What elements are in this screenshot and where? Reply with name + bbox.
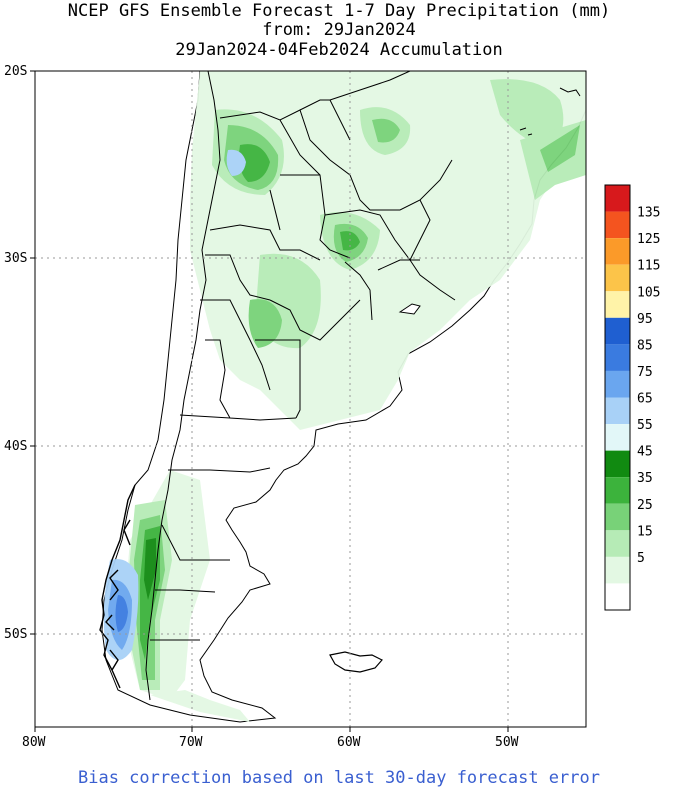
legend-label: 45 xyxy=(637,445,653,460)
legend-swatch xyxy=(605,211,630,239)
color-legend: 135 125 115 105 95 85 75 65 55 45 35 25 15 5 xyxy=(604,184,660,611)
lat-label-50s: 50S xyxy=(4,627,27,642)
legend-swatch xyxy=(605,503,630,531)
legend-label: 105 xyxy=(637,285,660,300)
legend-swatch xyxy=(605,344,630,371)
country-borders xyxy=(145,71,456,701)
plot-frame xyxy=(34,70,587,728)
legend-swatch xyxy=(605,264,630,292)
lon-label-70w: 70W xyxy=(179,735,203,750)
legend-swatch xyxy=(605,317,630,345)
lon-label-80w: 80W xyxy=(22,735,46,750)
lon-label-60w: 60W xyxy=(337,735,361,750)
legend-swatch xyxy=(605,556,630,584)
chile-islands xyxy=(99,484,136,689)
map-layer xyxy=(35,71,586,727)
legend-swatch xyxy=(605,370,630,398)
legend-swatch xyxy=(605,450,630,478)
legend-swatch xyxy=(605,291,630,318)
forecast-date: from: 29Jan2024 xyxy=(262,20,416,40)
legend-swatch xyxy=(605,477,630,504)
lat-label-40s: 40S xyxy=(4,439,27,454)
legend-label: 115 xyxy=(637,259,660,274)
graticule xyxy=(35,71,586,727)
lagoon xyxy=(398,303,421,315)
legend-label: 125 xyxy=(637,232,660,247)
legend-swatch xyxy=(605,185,630,212)
legend-label: 5 xyxy=(637,551,645,566)
legend-label: 135 xyxy=(637,206,660,221)
lat-label-30s: 30S xyxy=(4,251,27,266)
legend-label: 85 xyxy=(637,338,653,353)
legend-swatch xyxy=(605,238,630,265)
accumulation-period: 29Jan2024-04Feb2024 Accumulation xyxy=(175,40,503,60)
legend-swatch xyxy=(605,530,630,557)
legend-label: 95 xyxy=(637,312,653,327)
legend-label: 55 xyxy=(637,418,653,433)
legend-label: 65 xyxy=(637,392,653,407)
legend-label: 25 xyxy=(637,498,653,513)
falkland-islands xyxy=(329,651,383,673)
bias-correction-note: Bias correction based on last 30-day for… xyxy=(78,768,600,788)
legend-swatch xyxy=(605,583,630,610)
legend-label: 75 xyxy=(637,365,653,380)
lon-label-50w: 50W xyxy=(495,735,519,750)
legend-label: 35 xyxy=(637,471,653,486)
legend-label: 15 xyxy=(637,524,653,539)
legend-frame xyxy=(604,184,631,611)
lat-label-20s: 20S xyxy=(4,64,27,79)
legend-swatch xyxy=(605,424,630,451)
map-title: NCEP GFS Ensemble Forecast 1-7 Day Preci… xyxy=(67,1,611,21)
legend-swatch xyxy=(605,397,630,425)
axis-ticks xyxy=(30,70,509,732)
